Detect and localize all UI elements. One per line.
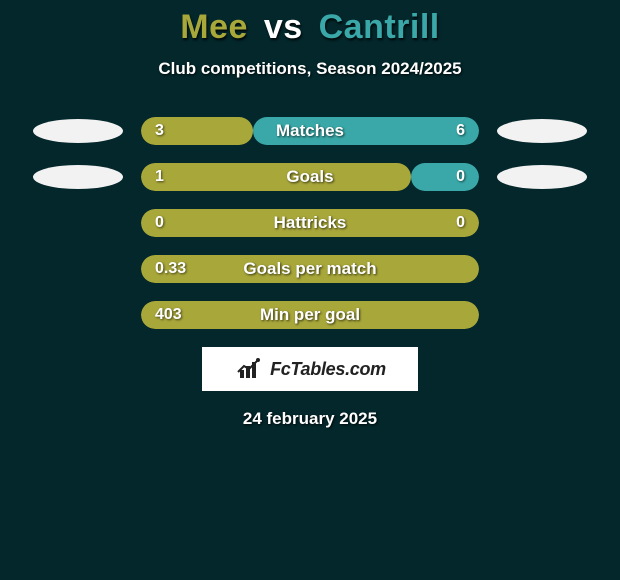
player1-badge — [33, 165, 123, 189]
stat-bar: 36Matches — [141, 117, 479, 145]
stat-row: 403Min per goal — [0, 301, 620, 329]
stat-row: 10Goals — [0, 163, 620, 191]
chart-icon — [234, 356, 266, 382]
stat-label: Goals per match — [141, 255, 479, 283]
stat-bar: 403Min per goal — [141, 301, 479, 329]
stat-label: Matches — [141, 117, 479, 145]
player2-badge — [497, 119, 587, 143]
vs-text: vs — [264, 8, 303, 46]
subtitle: Club competitions, Season 2024/2025 — [0, 59, 620, 79]
page-title: Mee vs Cantrill — [0, 0, 620, 47]
logo-text: FcTables.com — [270, 359, 386, 380]
stat-label: Hattricks — [141, 209, 479, 237]
player2-badge — [497, 165, 587, 189]
stats-container: 36Matches 10Goals 00Hattricks 0.33Goals per… — [0, 117, 620, 329]
player2-name: Cantrill — [319, 8, 440, 46]
source-logo[interactable]: FcTables.com — [202, 347, 418, 391]
stat-bar: 00Hattricks — [141, 209, 479, 237]
stat-label: Goals — [141, 163, 479, 191]
stat-label: Min per goal — [141, 301, 479, 329]
stat-row: 0.33Goals per match — [0, 255, 620, 283]
player1-badge — [33, 119, 123, 143]
player1-name: Mee — [180, 8, 248, 46]
stat-bar: 10Goals — [141, 163, 479, 191]
stat-row: 36Matches — [0, 117, 620, 145]
date-text: 24 february 2025 — [0, 409, 620, 429]
stat-bar: 0.33Goals per match — [141, 255, 479, 283]
stat-row: 00Hattricks — [0, 209, 620, 237]
